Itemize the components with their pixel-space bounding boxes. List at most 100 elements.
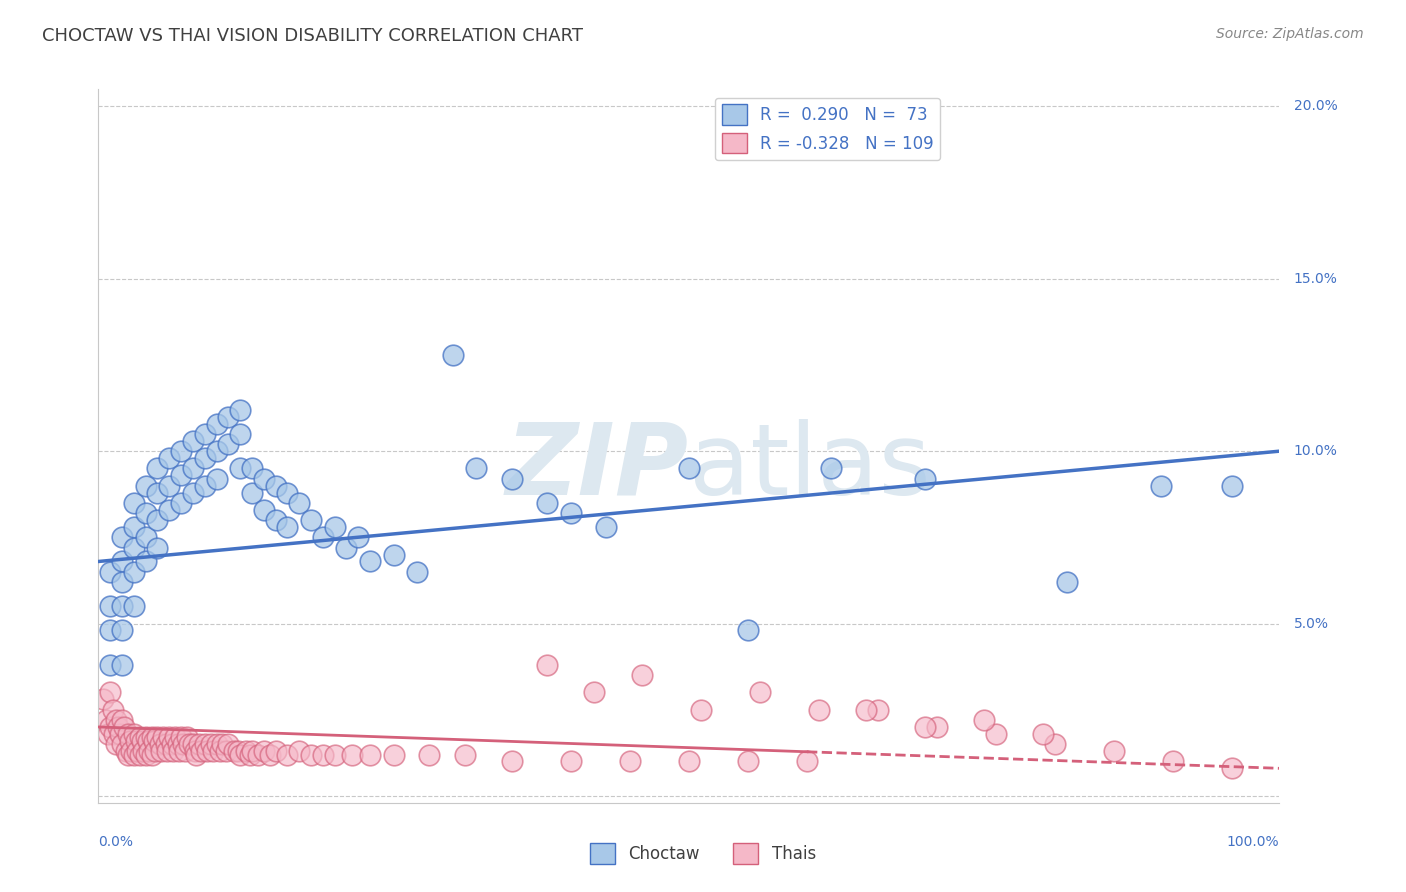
- Text: 5.0%: 5.0%: [1294, 616, 1329, 631]
- Point: [224, 744, 246, 758]
- Point: [229, 402, 252, 417]
- Point: [146, 541, 169, 555]
- Point: [127, 744, 149, 758]
- Point: [141, 731, 163, 745]
- Point: [276, 520, 298, 534]
- Point: [98, 720, 121, 734]
- Point: [91, 692, 114, 706]
- Point: [117, 727, 139, 741]
- Point: [190, 744, 212, 758]
- Point: [97, 727, 120, 741]
- Point: [737, 755, 759, 769]
- Point: [146, 513, 169, 527]
- Legend: R =  0.290   N =  73, R = -0.328   N = 109: R = 0.290 N = 73, R = -0.328 N = 109: [716, 97, 941, 160]
- Point: [276, 747, 298, 762]
- Text: 15.0%: 15.0%: [1294, 272, 1337, 285]
- Point: [132, 744, 155, 758]
- Point: [111, 554, 134, 568]
- Point: [1032, 727, 1054, 741]
- Text: 20.0%: 20.0%: [1294, 99, 1337, 113]
- Point: [98, 599, 121, 614]
- Point: [122, 565, 145, 579]
- Point: [111, 530, 134, 544]
- Point: [914, 720, 936, 734]
- Point: [925, 720, 948, 734]
- Point: [135, 530, 157, 544]
- Point: [181, 485, 204, 500]
- Point: [418, 747, 440, 762]
- Point: [205, 444, 228, 458]
- Point: [359, 554, 381, 568]
- Point: [121, 744, 143, 758]
- Point: [122, 599, 145, 614]
- Point: [155, 737, 177, 751]
- Point: [122, 496, 145, 510]
- Point: [107, 720, 129, 734]
- Point: [382, 747, 405, 762]
- Point: [211, 737, 233, 751]
- Point: [105, 713, 128, 727]
- Point: [253, 472, 276, 486]
- Point: [209, 744, 232, 758]
- Point: [359, 747, 381, 762]
- Point: [152, 731, 174, 745]
- Point: [342, 747, 364, 762]
- Point: [120, 733, 142, 747]
- Point: [194, 737, 217, 751]
- Point: [1220, 478, 1243, 492]
- Point: [122, 747, 145, 762]
- Point: [312, 530, 335, 544]
- Text: ZIP: ZIP: [506, 419, 689, 516]
- Point: [866, 703, 889, 717]
- Point: [536, 496, 558, 510]
- Point: [441, 348, 464, 362]
- Point: [194, 478, 217, 492]
- Point: [288, 744, 311, 758]
- Point: [162, 744, 184, 758]
- Point: [111, 575, 134, 590]
- Point: [181, 434, 204, 448]
- Point: [630, 668, 652, 682]
- Point: [141, 747, 163, 762]
- Point: [157, 451, 180, 466]
- Point: [136, 733, 159, 747]
- Point: [184, 744, 207, 758]
- Point: [170, 468, 193, 483]
- Point: [138, 744, 160, 758]
- Point: [205, 472, 228, 486]
- Point: [796, 755, 818, 769]
- Point: [406, 565, 429, 579]
- Point: [205, 737, 228, 751]
- Point: [135, 506, 157, 520]
- Point: [195, 744, 218, 758]
- Point: [229, 461, 252, 475]
- Point: [181, 737, 204, 751]
- Point: [98, 565, 121, 579]
- Point: [217, 737, 239, 751]
- Point: [1220, 761, 1243, 775]
- Point: [246, 747, 269, 762]
- Point: [855, 703, 877, 717]
- Point: [299, 747, 322, 762]
- Point: [135, 747, 157, 762]
- Point: [583, 685, 606, 699]
- Point: [382, 548, 405, 562]
- Point: [264, 478, 287, 492]
- Point: [226, 744, 249, 758]
- Point: [146, 485, 169, 500]
- Point: [239, 747, 262, 762]
- Point: [98, 657, 121, 672]
- Point: [172, 737, 194, 751]
- Point: [157, 478, 180, 492]
- Point: [122, 727, 145, 741]
- Point: [181, 461, 204, 475]
- Point: [288, 496, 311, 510]
- Point: [453, 747, 475, 762]
- Point: [166, 737, 188, 751]
- Point: [229, 747, 252, 762]
- Point: [156, 744, 179, 758]
- Point: [465, 461, 488, 475]
- Text: CHOCTAW VS THAI VISION DISABILITY CORRELATION CHART: CHOCTAW VS THAI VISION DISABILITY CORREL…: [42, 27, 583, 45]
- Point: [142, 733, 165, 747]
- Point: [501, 472, 523, 486]
